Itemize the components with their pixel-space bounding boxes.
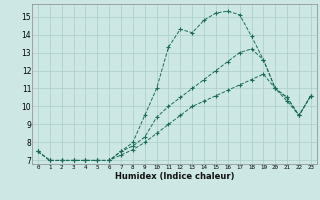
X-axis label: Humidex (Indice chaleur): Humidex (Indice chaleur) (115, 172, 234, 181)
